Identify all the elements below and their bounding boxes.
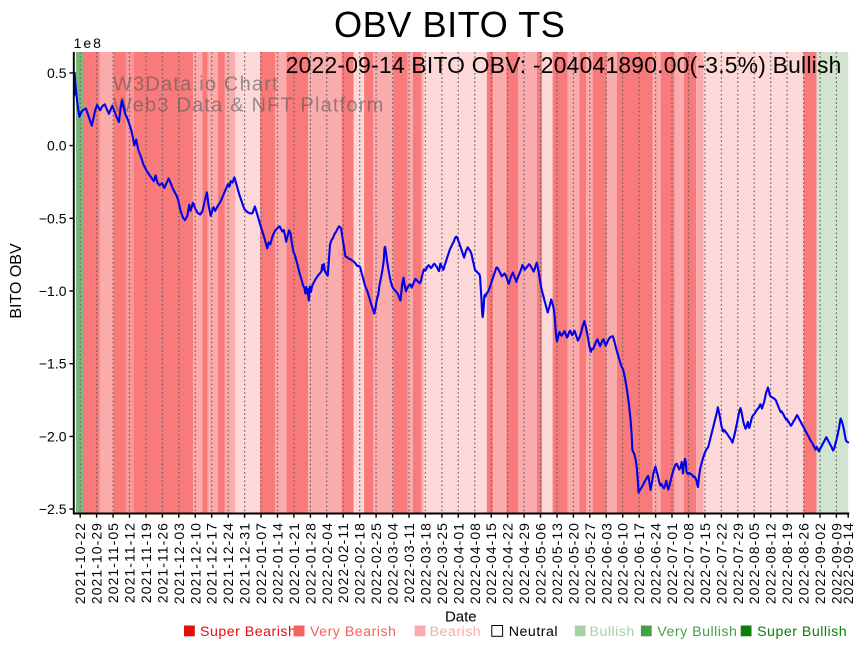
svg-text:2022-01-14: 2022-01-14 bbox=[270, 522, 286, 604]
svg-text:2022-09-02: 2022-09-02 bbox=[812, 522, 828, 604]
svg-text:Neutral: Neutral bbox=[509, 624, 558, 640]
svg-text:−2.0: −2.0 bbox=[39, 428, 67, 444]
svg-text:2021-12-24: 2021-12-24 bbox=[220, 522, 236, 604]
svg-text:0.5: 0.5 bbox=[47, 65, 67, 81]
svg-text:2022-04-08: 2022-04-08 bbox=[467, 522, 483, 604]
svg-text:1e8: 1e8 bbox=[74, 35, 103, 51]
svg-text:2021-12-03: 2021-12-03 bbox=[171, 522, 187, 604]
svg-text:Very Bullish: Very Bullish bbox=[657, 624, 737, 640]
svg-text:2022-04-22: 2022-04-22 bbox=[500, 522, 516, 604]
svg-text:2022-01-07: 2022-01-07 bbox=[253, 522, 269, 604]
svg-text:2022-02-25: 2022-02-25 bbox=[368, 522, 384, 604]
svg-text:2022-07-08: 2022-07-08 bbox=[681, 522, 697, 604]
svg-text:2022-08-05: 2022-08-05 bbox=[746, 522, 762, 604]
svg-text:2022-03-25: 2022-03-25 bbox=[434, 522, 450, 604]
svg-text:2022-08-26: 2022-08-26 bbox=[796, 522, 812, 604]
svg-text:2022-09-09: 2022-09-09 bbox=[828, 522, 844, 604]
svg-text:2022-02-18: 2022-02-18 bbox=[352, 522, 368, 604]
svg-text:2021-12-31: 2021-12-31 bbox=[237, 522, 253, 604]
svg-text:2022-02-11: 2022-02-11 bbox=[335, 522, 351, 603]
svg-text:Super Bearish: Super Bearish bbox=[200, 624, 296, 640]
svg-text:2021-11-26: 2021-11-26 bbox=[154, 522, 170, 603]
svg-text:2022-05-27: 2022-05-27 bbox=[582, 522, 598, 604]
svg-text:Super Bullish: Super Bullish bbox=[757, 624, 847, 640]
svg-text:W3Data.io Chart: W3Data.io Chart bbox=[113, 73, 279, 95]
svg-text:2022-01-28: 2022-01-28 bbox=[302, 522, 318, 604]
svg-text:2021-10-29: 2021-10-29 bbox=[89, 522, 105, 604]
svg-text:2022-07-01: 2022-07-01 bbox=[664, 522, 680, 604]
svg-text:2022-07-29: 2022-07-29 bbox=[730, 522, 746, 604]
svg-text:2021-11-05: 2021-11-05 bbox=[105, 522, 121, 603]
svg-text:2022-06-03: 2022-06-03 bbox=[598, 522, 614, 604]
svg-text:2022-09-14: 2022-09-14 bbox=[840, 522, 856, 604]
svg-text:2022-06-10: 2022-06-10 bbox=[615, 522, 631, 604]
svg-text:2022-06-17: 2022-06-17 bbox=[631, 522, 647, 604]
svg-text:BITO OBV: BITO OBV bbox=[8, 243, 25, 319]
svg-text:2022-03-18: 2022-03-18 bbox=[417, 522, 433, 604]
svg-text:2022-05-13: 2022-05-13 bbox=[549, 522, 565, 604]
svg-text:2022-02-04: 2022-02-04 bbox=[319, 522, 335, 604]
svg-text:2022-05-20: 2022-05-20 bbox=[565, 522, 581, 604]
svg-text:Bearish: Bearish bbox=[430, 624, 482, 640]
svg-text:−0.5: −0.5 bbox=[39, 210, 67, 226]
svg-text:2021-11-19: 2021-11-19 bbox=[138, 522, 154, 603]
svg-text:2022-03-04: 2022-03-04 bbox=[385, 522, 401, 604]
svg-text:2022-06-24: 2022-06-24 bbox=[648, 522, 664, 604]
svg-text:−1.5: −1.5 bbox=[39, 356, 67, 372]
svg-text:2022-05-06: 2022-05-06 bbox=[533, 522, 549, 604]
svg-text:2022-09-14 BITO OBV: -20404189: 2022-09-14 BITO OBV: -204041890.00(-3.5%… bbox=[286, 52, 842, 78]
svg-text:Very Bearish: Very Bearish bbox=[310, 624, 396, 640]
svg-text:Bullish: Bullish bbox=[590, 624, 635, 640]
svg-text:−2.5: −2.5 bbox=[39, 501, 67, 517]
svg-text:Web3 Data & NFT Platform: Web3 Data & NFT Platform bbox=[113, 95, 384, 117]
svg-text:2022-04-01: 2022-04-01 bbox=[450, 522, 466, 604]
svg-text:2022-04-15: 2022-04-15 bbox=[483, 522, 499, 604]
svg-text:2022-01-21: 2022-01-21 bbox=[286, 522, 302, 604]
svg-text:2022-04-29: 2022-04-29 bbox=[516, 522, 532, 604]
svg-text:Date: Date bbox=[445, 608, 477, 625]
svg-text:2022-03-11: 2022-03-11 bbox=[401, 522, 417, 603]
svg-text:2021-12-10: 2021-12-10 bbox=[187, 522, 203, 604]
svg-text:0.0: 0.0 bbox=[47, 138, 67, 154]
svg-text:2022-08-12: 2022-08-12 bbox=[763, 522, 779, 604]
svg-text:−1.0: −1.0 bbox=[39, 283, 67, 299]
svg-text:2022-08-19: 2022-08-19 bbox=[779, 522, 795, 604]
svg-text:OBV BITO TS: OBV BITO TS bbox=[334, 4, 565, 45]
svg-text:2021-10-22: 2021-10-22 bbox=[72, 522, 88, 604]
svg-text:2021-12-17: 2021-12-17 bbox=[204, 522, 220, 604]
svg-text:2021-11-12: 2021-11-12 bbox=[122, 522, 138, 603]
svg-text:2022-07-15: 2022-07-15 bbox=[697, 522, 713, 604]
svg-text:2022-07-22: 2022-07-22 bbox=[713, 522, 729, 604]
